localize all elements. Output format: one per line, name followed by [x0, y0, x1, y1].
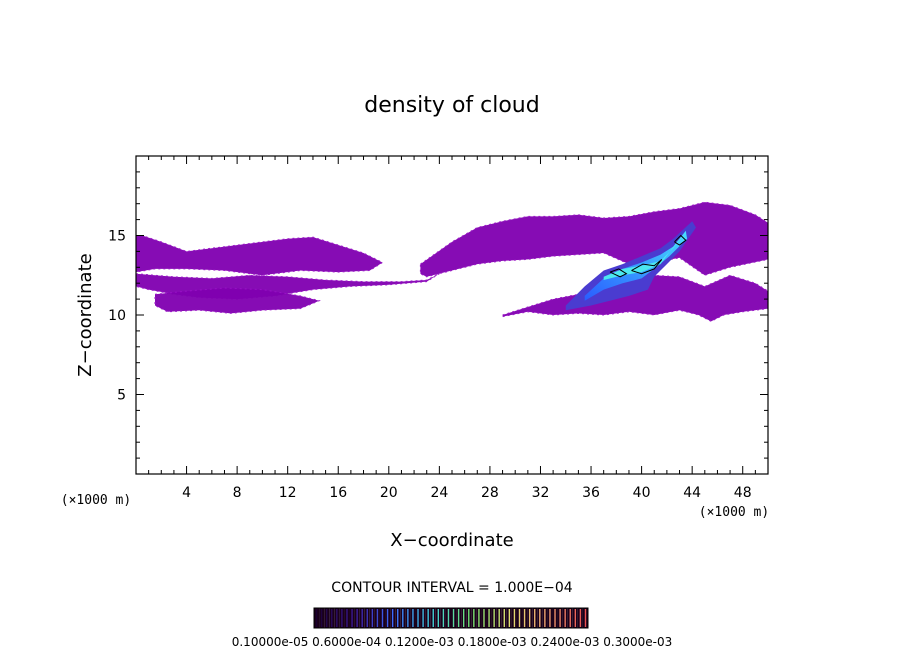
x-tick-label: 28: [481, 485, 499, 501]
contour-interval-note: CONTOUR INTERVAL = 1.000E−04: [331, 580, 572, 596]
x-tick-label: 36: [582, 485, 600, 501]
contour-b: [631, 259, 663, 275]
y-tick-label: 5: [117, 388, 126, 404]
x-tick-label: 48: [734, 485, 752, 501]
axis-ticks: [136, 156, 768, 474]
colorbar-labels: 0.10000e-05 0.6000e-04 0.1200e-03 0.1800…: [232, 635, 673, 649]
y-axis-label: Z−coordinate: [75, 253, 96, 376]
x-tick-label: 40: [633, 485, 651, 501]
x-unit-right: (×1000 m): [699, 505, 769, 520]
x-tick-label: 12: [279, 485, 297, 501]
x-tick-label: 16: [329, 485, 347, 501]
cloud-region-core-mid: [584, 230, 688, 301]
contour-c: [674, 234, 687, 246]
contour-lines: [609, 234, 687, 278]
x-tick-label: 24: [430, 485, 448, 501]
cloud-region-right-upper-band: [419, 201, 768, 278]
x-tick-label: 44: [683, 485, 701, 501]
y-tick-label: 15: [108, 229, 126, 245]
x-tick-label: 4: [182, 485, 191, 501]
x-tick-label: 20: [380, 485, 398, 501]
cloud-region-left-layer-bottom: [154, 287, 321, 314]
cloud-region-left-layer-top: [136, 235, 384, 276]
colorbar-frame: [313, 607, 589, 629]
colorbar: [313, 607, 589, 629]
y-tick-label: 10: [108, 308, 126, 324]
cloud-region-right-lower-sheet: [502, 274, 768, 322]
plot-frame: [135, 155, 769, 475]
cloud-field: [136, 201, 768, 322]
x-tick-label: 8: [233, 485, 242, 501]
x-unit-left: (×1000 m): [61, 493, 131, 508]
chart-title: density of cloud: [364, 93, 539, 118]
x-axis-label: X−coordinate: [390, 530, 513, 551]
contour-a: [609, 268, 628, 278]
cloud-region-core-inner: [603, 235, 684, 280]
x-tick-label: 32: [532, 485, 550, 501]
